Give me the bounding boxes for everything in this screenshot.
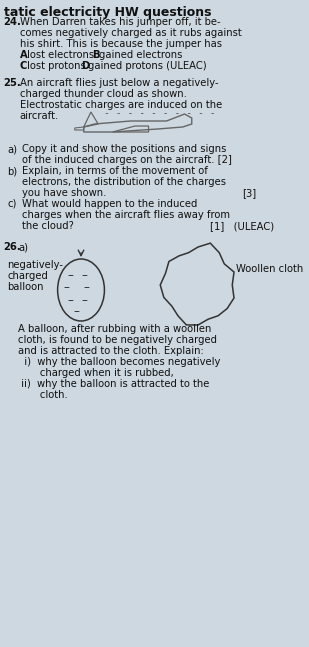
- Text: charged when it is rubbed,: charged when it is rubbed,: [18, 368, 174, 378]
- Text: 26.: 26.: [4, 242, 21, 252]
- Text: his shirt. This is because the jumper has: his shirt. This is because the jumper ha…: [20, 39, 222, 49]
- Text: B: B: [92, 50, 99, 60]
- Text: 25.: 25.: [4, 78, 21, 88]
- Text: a): a): [18, 242, 28, 252]
- Text: When Darren takes his jumper off, it be-: When Darren takes his jumper off, it be-: [20, 17, 220, 27]
- Text: and is attracted to the cloth. Explain:: and is attracted to the cloth. Explain:: [18, 346, 204, 356]
- Text: tatic electricity HW questions: tatic electricity HW questions: [4, 6, 211, 19]
- Text: –: –: [82, 270, 87, 283]
- Text: An aircraft flies just below a negatively-: An aircraft flies just below a negativel…: [20, 78, 218, 88]
- Text: D: D: [81, 61, 89, 71]
- Text: lost protons: lost protons: [27, 61, 86, 71]
- Text: –: –: [74, 305, 79, 318]
- Text: the cloud?: the cloud?: [22, 221, 74, 231]
- Text: Copy it and show the positions and signs: Copy it and show the positions and signs: [22, 144, 226, 154]
- Text: i)  why the balloon becomes negatively: i) why the balloon becomes negatively: [18, 357, 220, 367]
- Text: A balloon, after rubbing with a woollen: A balloon, after rubbing with a woollen: [18, 324, 211, 334]
- Text: ii)  why the balloon is attracted to the: ii) why the balloon is attracted to the: [18, 379, 210, 389]
- Text: b): b): [7, 166, 17, 176]
- Text: charges when the aircraft flies away from: charges when the aircraft flies away fro…: [22, 210, 230, 220]
- Text: electrons, the distribution of the charges: electrons, the distribution of the charg…: [22, 177, 226, 187]
- Text: charged thunder cloud as shown.: charged thunder cloud as shown.: [20, 89, 187, 99]
- Text: comes negatively charged as it rubs against: comes negatively charged as it rubs agai…: [20, 28, 242, 38]
- Text: –: –: [64, 281, 70, 294]
- Text: Explain, in terms of the movement of: Explain, in terms of the movement of: [22, 166, 207, 176]
- Text: gained protons (ULEAC): gained protons (ULEAC): [88, 61, 207, 71]
- Text: balloon: balloon: [7, 282, 44, 292]
- Text: –: –: [83, 281, 89, 294]
- Text: cloth, is found to be negatively charged: cloth, is found to be negatively charged: [18, 335, 217, 345]
- Text: - - - - - - - - - -: - - - - - - - - - -: [104, 108, 215, 118]
- Text: c): c): [7, 199, 17, 209]
- Text: What would happen to the induced: What would happen to the induced: [22, 199, 197, 209]
- Text: you have shown.: you have shown.: [22, 188, 106, 198]
- Text: negatively-: negatively-: [7, 260, 63, 270]
- Text: [1]   (ULEAC): [1] (ULEAC): [210, 221, 275, 231]
- Text: –: –: [67, 270, 73, 283]
- Text: A: A: [20, 50, 28, 60]
- Text: Electrostatic charges are induced on the: Electrostatic charges are induced on the: [20, 100, 222, 110]
- Text: lost electrons: lost electrons: [27, 50, 94, 60]
- Text: a): a): [7, 144, 17, 154]
- Text: of the induced charges on the aircraft. [2]: of the induced charges on the aircraft. …: [22, 155, 231, 165]
- Text: Woollen cloth: Woollen cloth: [236, 264, 303, 274]
- Text: [3]: [3]: [243, 188, 256, 198]
- Text: charged: charged: [7, 271, 48, 281]
- Text: aircraft.: aircraft.: [20, 111, 59, 121]
- Text: C: C: [20, 61, 27, 71]
- Text: –: –: [67, 294, 73, 307]
- Text: gained electrons: gained electrons: [99, 50, 182, 60]
- Text: –: –: [82, 294, 87, 307]
- Text: 24.: 24.: [4, 17, 22, 27]
- Text: cloth.: cloth.: [18, 390, 68, 400]
